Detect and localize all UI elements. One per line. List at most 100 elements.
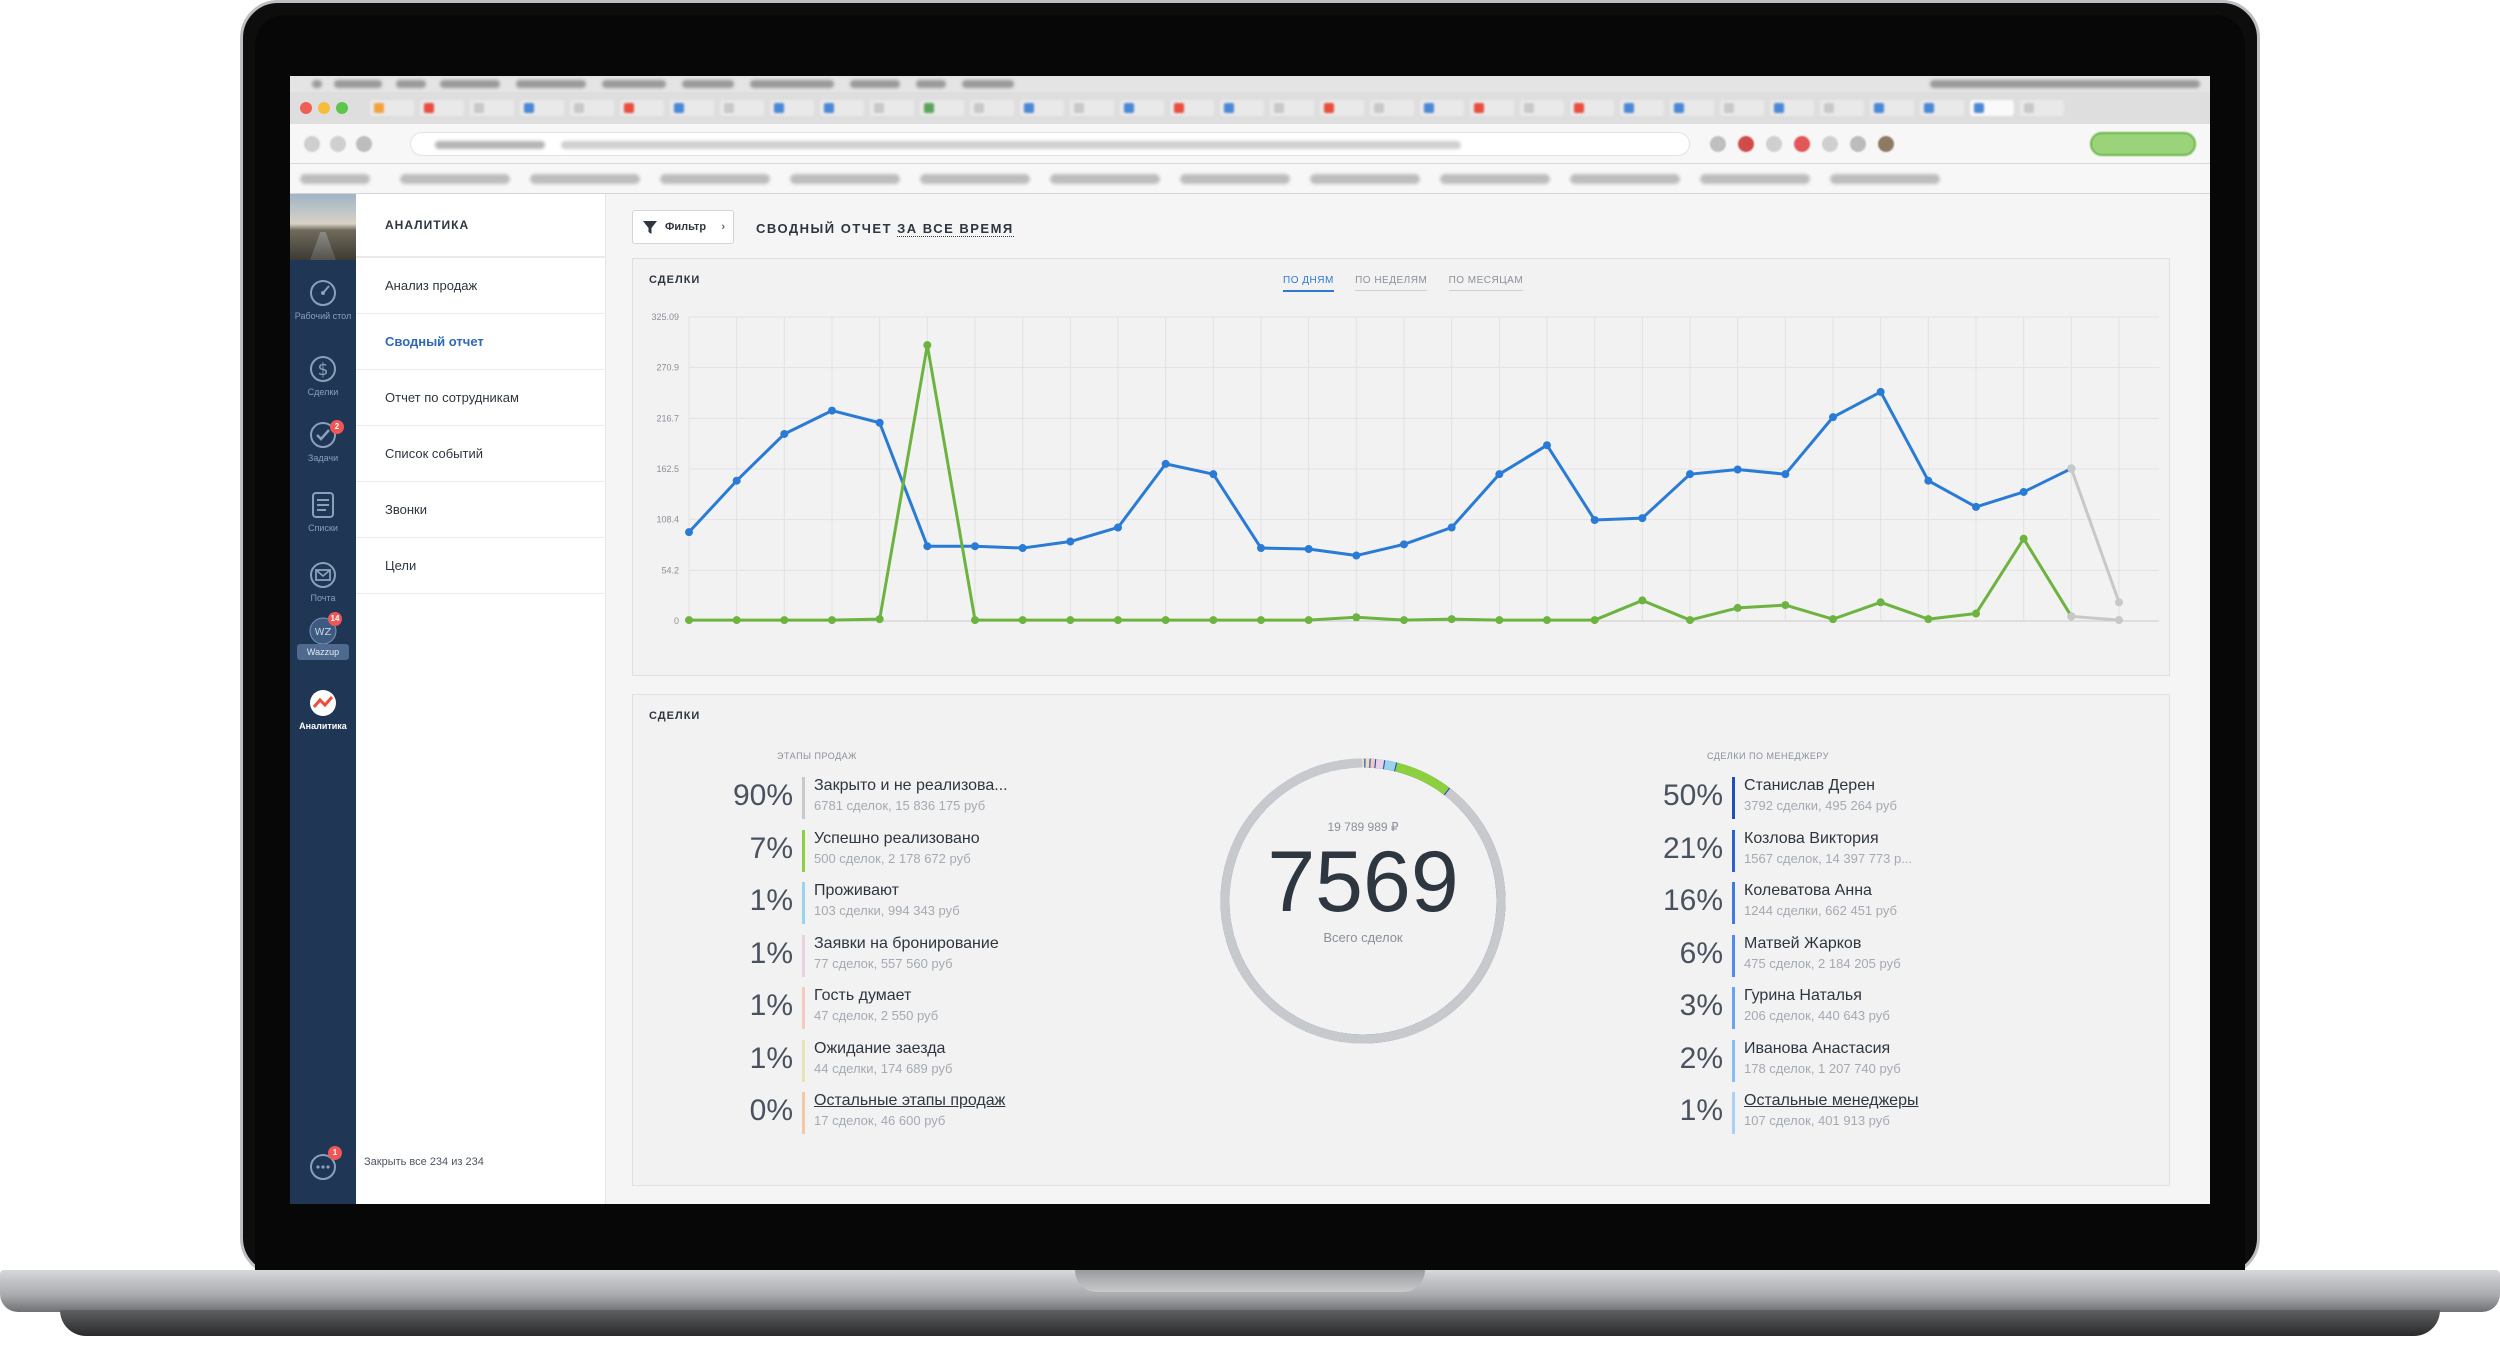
data-point bbox=[2019, 487, 2028, 496]
manager-name: Иванова Анастасия bbox=[1744, 1039, 1891, 1057]
nav-item-chats[interactable]: 1 bbox=[290, 1146, 356, 1185]
nav-label: Рабочий стол bbox=[294, 311, 352, 321]
tab-by-days[interactable]: ПО ДНЯМ bbox=[1283, 275, 1334, 292]
nav-item-mail[interactable]: Почта bbox=[290, 560, 356, 603]
filter-icon bbox=[643, 221, 657, 234]
close-all-notifications[interactable]: Закрыть все 234 из 234 bbox=[364, 1156, 484, 1168]
manager-color-bar bbox=[1732, 882, 1735, 924]
report-title-text: СВОДНЫЙ ОТЧЕТ bbox=[756, 221, 893, 236]
data-point bbox=[732, 476, 741, 485]
deals-line-chart: 325.09 270.9 216.7 162.5 108.4 54.2 0 bbox=[651, 312, 2159, 626]
window-close-button[interactable] bbox=[300, 102, 312, 114]
data-point bbox=[1304, 616, 1313, 625]
data-point bbox=[1161, 459, 1170, 468]
stage-row: 1% Гость думает 47 сделок, 2 550 руб bbox=[723, 983, 1043, 1033]
donut-center: 19 789 989 ₽ 7569 Всего сделок bbox=[1233, 820, 1493, 945]
filter-button[interactable]: Фильтр › bbox=[632, 210, 734, 244]
subnav-item-calls[interactable]: Звонки bbox=[356, 482, 606, 538]
data-point bbox=[1352, 613, 1361, 622]
extension-pill[interactable] bbox=[2090, 132, 2196, 156]
report-period-link[interactable]: ЗА ВСЕ ВРЕМЯ bbox=[897, 221, 1014, 237]
y-tick-label: 108.4 bbox=[656, 515, 679, 525]
stage-details: 44 сделки, 174 689 руб bbox=[814, 1060, 953, 1076]
data-point bbox=[1066, 616, 1075, 625]
chat-icon bbox=[310, 1154, 336, 1180]
deals-chart-panel: СДЕЛКИ ПО ДНЯМ ПО НЕДЕЛЯМ ПО МЕСЯЦАМ 325… bbox=[632, 258, 2170, 676]
total-deals-count: 7569 bbox=[1267, 834, 1459, 930]
data-point bbox=[875, 615, 884, 624]
stage-name[interactable]: Остальные этапы продаж bbox=[814, 1092, 1006, 1109]
data-point bbox=[1447, 523, 1456, 532]
stages-heading: ЭТАПЫ ПРОДАЖ bbox=[777, 751, 857, 761]
data-point bbox=[1781, 470, 1790, 479]
data-point bbox=[1590, 516, 1599, 525]
window-zoom-button[interactable] bbox=[336, 102, 348, 114]
nav-item-tasks[interactable]: Задачи 2 bbox=[290, 420, 356, 463]
nav-item-lists[interactable]: Списки bbox=[290, 490, 356, 533]
data-point bbox=[1638, 596, 1647, 605]
chat-badge: 1 bbox=[328, 1146, 342, 1160]
data-point bbox=[1733, 603, 1742, 612]
user-avatar[interactable] bbox=[290, 194, 356, 260]
data-point bbox=[828, 406, 836, 415]
reload-icon[interactable] bbox=[356, 136, 372, 152]
manager-details: 1567 сделок, 14 397 773 р... bbox=[1744, 850, 1913, 866]
manager-percent: 3% bbox=[1679, 989, 1723, 1022]
stage-color-bar bbox=[802, 1092, 805, 1134]
window-minimize-button[interactable] bbox=[318, 102, 330, 114]
data-point bbox=[732, 616, 741, 625]
stage-name: Проживают bbox=[814, 882, 899, 899]
nav-item-deals[interactable]: $ Сделки bbox=[290, 354, 356, 397]
data-point bbox=[923, 341, 932, 350]
manager-details: 107 сделок, 401 913 руб bbox=[1744, 1113, 1890, 1128]
stage-row[interactable]: 0% Остальные этапы продаж 17 сделок, 46 60… bbox=[723, 1088, 1043, 1138]
data-point bbox=[1495, 616, 1504, 625]
report-main: Фильтр › СВОДНЫЙ ОТЧЕТ ЗА ВСЕ ВРЕМЯ СДЕЛ… bbox=[606, 194, 2210, 1204]
subnav-item-summary-report[interactable]: Сводный отчет bbox=[356, 314, 606, 370]
data-point bbox=[923, 542, 932, 551]
tab-by-weeks[interactable]: ПО НЕДЕЛЯМ bbox=[1355, 275, 1428, 291]
manager-name: Станислав Дерен bbox=[1744, 777, 1875, 794]
stage-details: 47 сделок, 2 550 руб bbox=[814, 1008, 939, 1023]
data-point bbox=[1686, 616, 1694, 625]
series-line-0 bbox=[687, 390, 2072, 558]
manager-name: Козлова Виктория bbox=[1744, 829, 1879, 847]
manager-name[interactable]: Остальные менеджеры bbox=[1744, 1092, 1919, 1109]
data-point bbox=[1924, 615, 1933, 624]
nav-item-dashboard[interactable]: Рабочий стол bbox=[290, 278, 356, 321]
subnav-item-sales-analysis[interactable]: Анализ продаж bbox=[356, 258, 606, 314]
stage-percent: 90% bbox=[732, 779, 793, 812]
data-point bbox=[1829, 413, 1837, 422]
data-point bbox=[1733, 465, 1742, 474]
subnav-item-events-list[interactable]: Список событий bbox=[356, 426, 606, 482]
manager-row[interactable]: 1% Остальные менеджеры 107 сделок, 401 913… bbox=[1653, 1088, 1973, 1138]
nav-item-analytics[interactable]: Аналитика bbox=[290, 688, 356, 731]
wazzup-label[interactable]: Wazzup bbox=[297, 644, 349, 660]
data-point bbox=[1924, 476, 1933, 485]
data-point bbox=[1590, 616, 1599, 625]
subnav-item-goals[interactable]: Цели bbox=[356, 538, 606, 594]
data-point bbox=[1543, 616, 1551, 625]
wazzup-avatar-text: WZ bbox=[315, 627, 332, 638]
stage-name: Закрыто и не реализова... bbox=[814, 777, 1008, 794]
manager-color-bar bbox=[1732, 829, 1735, 872]
stage-details: 6781 сделок, 15 836 175 руб bbox=[814, 798, 986, 813]
back-icon[interactable] bbox=[304, 136, 320, 152]
data-point bbox=[1495, 470, 1504, 479]
data-point bbox=[1876, 387, 1885, 396]
y-tick-label: 54.2 bbox=[661, 565, 679, 575]
stage-color-bar bbox=[802, 987, 805, 1029]
nav-label: Сделки bbox=[307, 387, 339, 397]
summary-panel-title: СДЕЛКИ bbox=[649, 710, 701, 722]
stage-percent: 1% bbox=[749, 936, 793, 970]
nav-label: Задачи bbox=[307, 453, 339, 463]
forward-icon[interactable] bbox=[330, 136, 346, 152]
dashboard-icon bbox=[310, 280, 336, 306]
data-point bbox=[2115, 616, 2123, 625]
tab-by-months[interactable]: ПО МЕСЯЦАМ bbox=[1448, 275, 1524, 291]
data-point bbox=[1400, 616, 1408, 625]
y-tick-label: 270.9 bbox=[656, 363, 679, 373]
address-bar[interactable] bbox=[410, 132, 1690, 156]
subnav-item-employee-report[interactable]: Отчет по сотрудникам bbox=[356, 370, 606, 426]
browser-toolbar bbox=[290, 124, 2210, 164]
